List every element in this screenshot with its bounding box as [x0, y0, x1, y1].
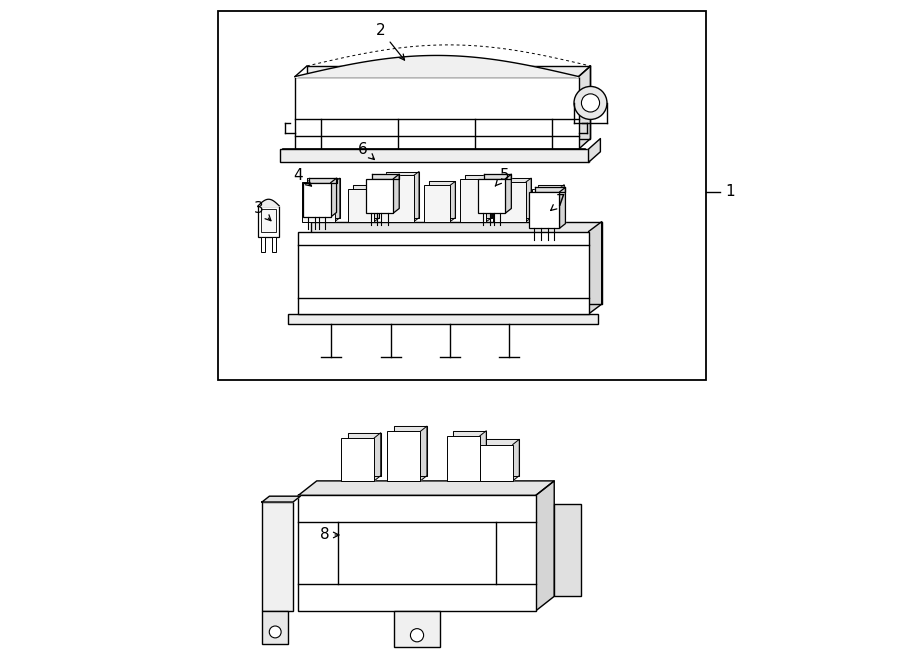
Polygon shape: [536, 187, 565, 192]
Polygon shape: [465, 175, 491, 217]
Bar: [262, 611, 288, 644]
Polygon shape: [560, 187, 565, 228]
Polygon shape: [374, 433, 381, 481]
Bar: [288, 314, 598, 324]
Bar: [480, 445, 513, 481]
Polygon shape: [347, 433, 381, 476]
Circle shape: [581, 94, 599, 112]
Polygon shape: [579, 66, 590, 149]
Bar: [387, 432, 420, 481]
Bar: [529, 192, 560, 228]
Text: 6: 6: [358, 141, 374, 159]
Bar: [303, 182, 330, 217]
Bar: [261, 237, 266, 252]
Polygon shape: [414, 172, 419, 221]
Bar: [446, 436, 480, 481]
Polygon shape: [429, 181, 455, 217]
Bar: [460, 178, 486, 221]
Polygon shape: [483, 174, 511, 178]
Polygon shape: [394, 426, 427, 476]
Bar: [493, 182, 526, 221]
Polygon shape: [372, 174, 400, 178]
Polygon shape: [537, 184, 564, 217]
Bar: [298, 495, 536, 611]
Bar: [424, 185, 450, 221]
Bar: [365, 178, 393, 213]
Polygon shape: [480, 431, 486, 481]
Polygon shape: [307, 66, 590, 139]
Polygon shape: [589, 221, 602, 314]
Bar: [381, 175, 414, 221]
Circle shape: [410, 629, 424, 642]
Polygon shape: [330, 178, 337, 217]
Polygon shape: [353, 184, 380, 217]
Bar: [302, 182, 335, 221]
Text: 3: 3: [254, 201, 271, 221]
Circle shape: [269, 626, 281, 638]
Polygon shape: [335, 178, 340, 221]
Bar: [295, 77, 579, 149]
Bar: [218, 11, 706, 380]
Bar: [341, 438, 374, 481]
Text: 8: 8: [320, 527, 339, 543]
Bar: [554, 504, 580, 596]
Polygon shape: [526, 178, 531, 221]
Text: 5: 5: [495, 168, 509, 186]
Polygon shape: [589, 139, 600, 163]
Circle shape: [574, 87, 607, 120]
Polygon shape: [559, 184, 564, 221]
Polygon shape: [309, 178, 337, 182]
Polygon shape: [506, 174, 511, 213]
Bar: [258, 206, 279, 237]
Bar: [298, 231, 589, 314]
Text: 4: 4: [293, 168, 311, 186]
Polygon shape: [393, 174, 400, 213]
Polygon shape: [454, 431, 486, 476]
Bar: [347, 188, 374, 221]
Polygon shape: [374, 184, 380, 221]
Polygon shape: [386, 172, 419, 217]
Polygon shape: [298, 481, 554, 495]
Polygon shape: [450, 181, 455, 221]
Bar: [533, 188, 559, 221]
Bar: [478, 178, 506, 213]
Polygon shape: [499, 178, 531, 217]
Bar: [272, 237, 276, 252]
Polygon shape: [486, 440, 519, 476]
Polygon shape: [307, 178, 340, 217]
Text: 2: 2: [376, 23, 404, 60]
Polygon shape: [536, 481, 554, 611]
Polygon shape: [486, 175, 491, 221]
Text: 7: 7: [551, 194, 565, 210]
Bar: [261, 209, 276, 232]
Bar: [281, 149, 589, 163]
Polygon shape: [262, 496, 301, 502]
Polygon shape: [420, 426, 427, 481]
Text: 1: 1: [725, 184, 735, 200]
Bar: [394, 611, 440, 647]
Bar: [262, 502, 293, 611]
Polygon shape: [513, 440, 519, 481]
Polygon shape: [311, 221, 602, 304]
